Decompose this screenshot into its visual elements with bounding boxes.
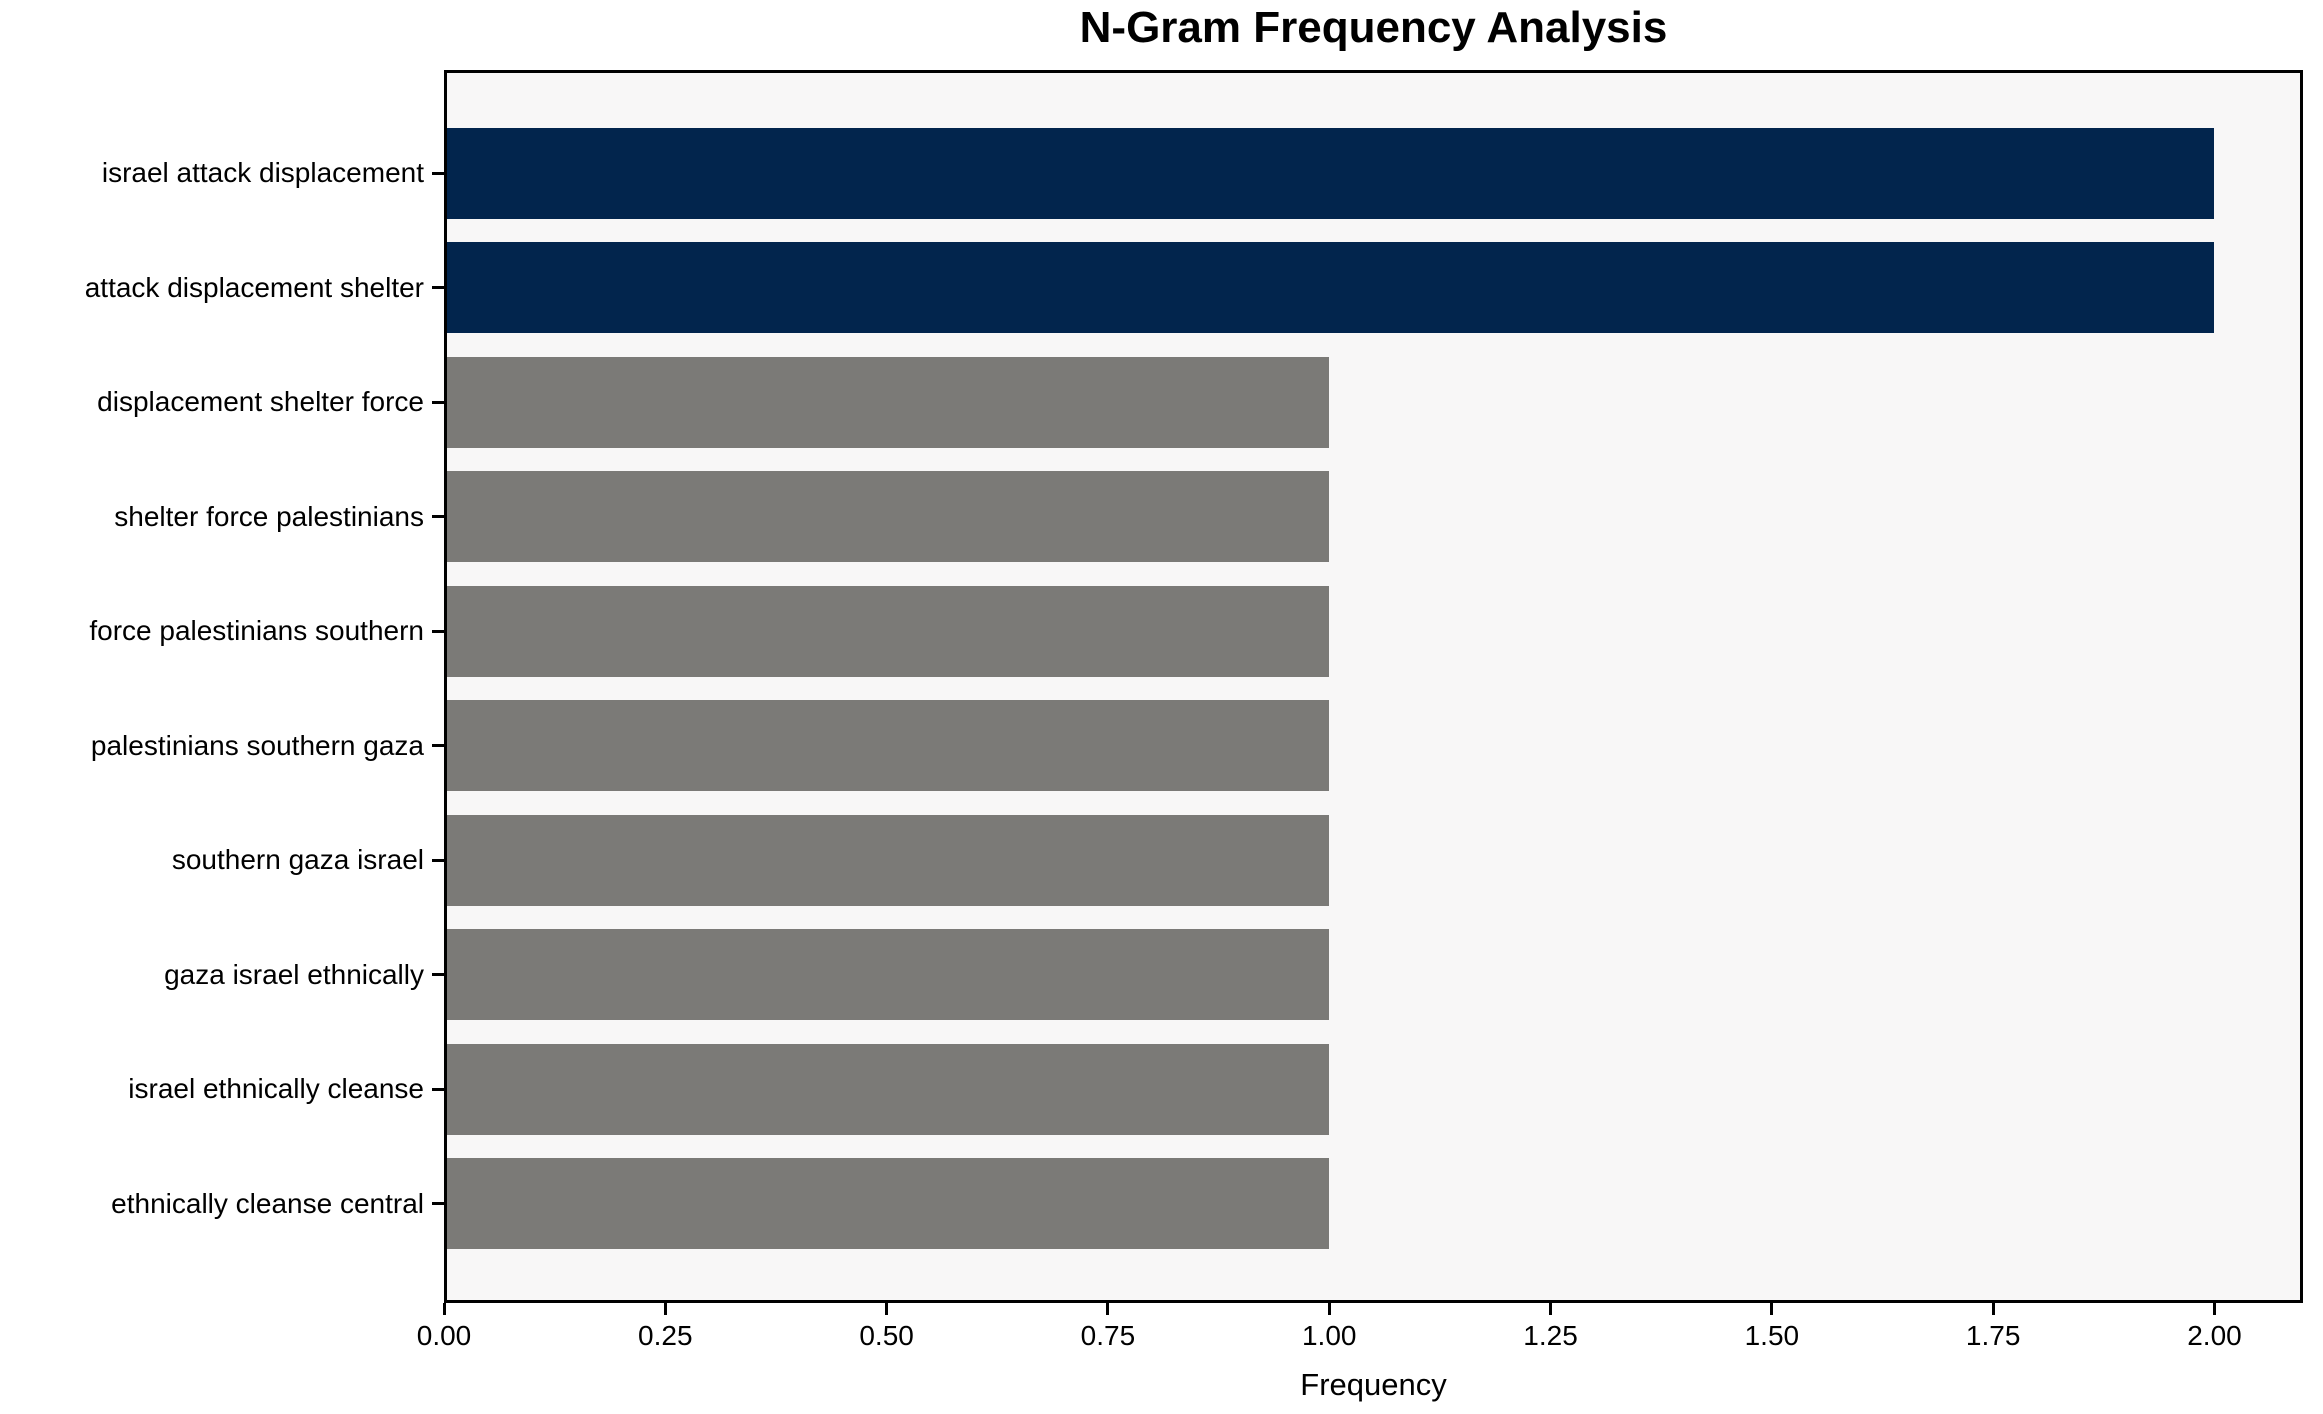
- bar: [444, 471, 1330, 562]
- chart-title: N-Gram Frequency Analysis: [1079, 3, 1668, 52]
- bar: [444, 1158, 1330, 1249]
- x-tick-label: 1.50: [1744, 1320, 1800, 1351]
- x-axis-label: Frequency: [1300, 1367, 1447, 1402]
- x-tick-mark: [1327, 1303, 1331, 1315]
- x-tick-label: 0.50: [859, 1320, 914, 1351]
- bar: [444, 1043, 1330, 1135]
- x-tick-label: 0.00: [416, 1320, 472, 1351]
- y-tick-label: displacement shelter force: [97, 386, 424, 417]
- y-tick-label: gaza israel ethnically: [164, 958, 424, 990]
- y-tick-mark: [432, 744, 444, 747]
- x-tick-mark: [1770, 1303, 1774, 1315]
- bar: [444, 585, 1330, 677]
- x-tick-mark: [1549, 1303, 1553, 1315]
- y-tick-mark: [432, 171, 444, 175]
- x-tick-mark: [1991, 1303, 1995, 1315]
- y-tick-label: israel attack displacement: [101, 157, 424, 188]
- x-tick-label: 1.25: [1523, 1320, 1578, 1351]
- y-tick-mark: [432, 515, 444, 518]
- y-tick-label: force palestinians southern: [89, 615, 424, 646]
- y-tick-label: shelter force palestinians: [114, 500, 424, 532]
- y-tick-label: israel ethnically cleanse: [128, 1073, 424, 1104]
- bar: [444, 814, 1330, 906]
- x-tick-mark: [442, 1303, 446, 1315]
- bar: [444, 700, 1330, 791]
- x-tick-mark: [1106, 1303, 1110, 1315]
- y-tick-mark: [432, 1202, 444, 1205]
- x-tick-label: 1.75: [1965, 1320, 2021, 1351]
- bar: [444, 127, 2215, 219]
- x-tick-label: 2.00: [2187, 1320, 2242, 1351]
- x-tick-label: 0.25: [638, 1320, 693, 1351]
- y-tick-label: ethnically cleanse central: [111, 1187, 424, 1219]
- x-tick-mark: [2212, 1303, 2216, 1315]
- bar: [444, 356, 1330, 448]
- x-tick-mark: [885, 1303, 889, 1315]
- y-tick-mark: [432, 400, 444, 404]
- y-tick-mark: [432, 858, 444, 862]
- y-tick-mark: [432, 1087, 444, 1091]
- y-tick-mark: [432, 629, 444, 633]
- y-tick-mark: [432, 286, 444, 289]
- bar: [444, 242, 2215, 333]
- y-tick-label: palestinians southern gaza: [90, 729, 424, 761]
- bar: [444, 929, 1330, 1020]
- x-tick-mark: [663, 1303, 667, 1315]
- y-tick-mark: [432, 973, 444, 976]
- x-tick-label: 0.75: [1080, 1320, 1136, 1351]
- y-tick-label: southern gaza israel: [171, 844, 424, 875]
- y-tick-label: attack displacement shelter: [84, 271, 424, 303]
- x-tick-label: 1.00: [1301, 1320, 1357, 1351]
